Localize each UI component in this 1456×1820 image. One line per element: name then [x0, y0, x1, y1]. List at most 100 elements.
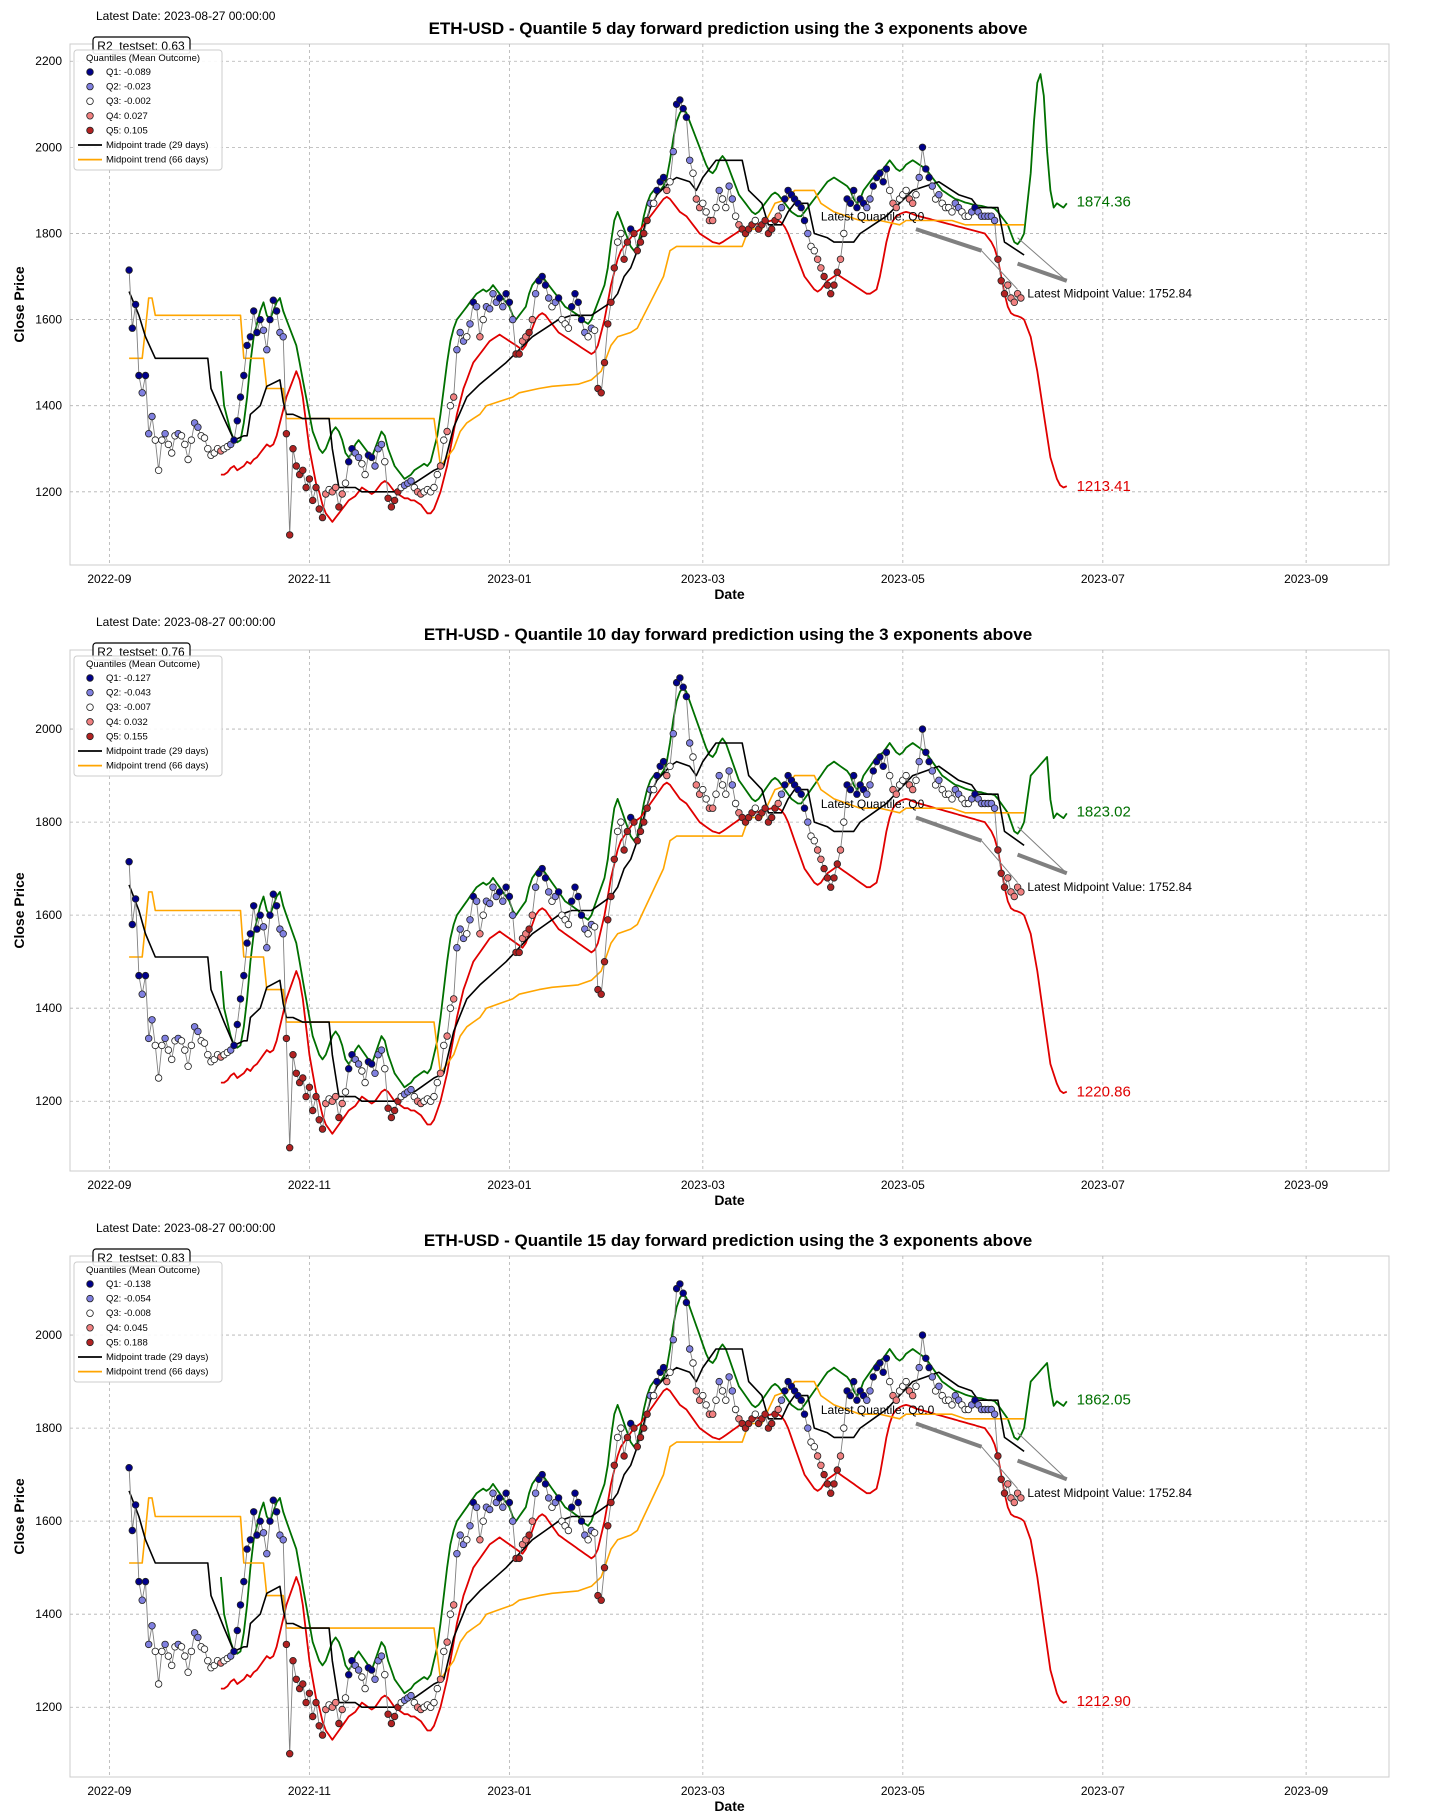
- price-point: [335, 503, 343, 511]
- price-point: [663, 1377, 671, 1386]
- price-point: [266, 911, 274, 919]
- price-point: [692, 781, 700, 789]
- price-point: [450, 1601, 458, 1609]
- price-point: [184, 455, 192, 464]
- price-point: [246, 930, 255, 938]
- y-tick-label: 2000: [35, 140, 62, 154]
- price-point: [525, 328, 533, 337]
- price-point: [607, 1498, 615, 1507]
- price-point: [407, 1691, 415, 1700]
- price-point: [282, 430, 291, 438]
- lower-forecast-line: [1023, 319, 1068, 489]
- price-point: [253, 925, 261, 933]
- price-point: [902, 1377, 910, 1386]
- price-point: [682, 692, 691, 701]
- price-point: [623, 238, 632, 246]
- price-point: [892, 1396, 900, 1404]
- price-point: [341, 1088, 350, 1096]
- price-point: [184, 1668, 192, 1676]
- plot-area: [69, 1255, 1390, 1778]
- price-point: [138, 1596, 146, 1604]
- price-point: [617, 229, 625, 238]
- price-point: [269, 1496, 277, 1504]
- legend-label: Q1: -0.089: [106, 67, 151, 78]
- price-point: [302, 1698, 310, 1707]
- price-point: [240, 971, 248, 980]
- price-point: [659, 1363, 668, 1372]
- price-point: [597, 389, 605, 397]
- x-axis-label: Date: [714, 1192, 745, 1208]
- price-point: [167, 1055, 176, 1064]
- price-point: [233, 417, 241, 425]
- price-point: [345, 458, 353, 466]
- price-point: [181, 440, 189, 449]
- price-point: [833, 268, 841, 276]
- price-point: [131, 300, 140, 309]
- price-point: [194, 1633, 202, 1642]
- price-point: [840, 818, 848, 826]
- price-point: [384, 1710, 392, 1718]
- x-tick-label: 2023-01: [487, 1784, 531, 1798]
- price-point: [823, 281, 832, 289]
- legend-label: Q2: -0.023: [106, 82, 151, 93]
- price-point: [633, 836, 641, 845]
- price-point: [666, 1368, 674, 1376]
- price-point: [659, 757, 668, 766]
- price-point: [997, 277, 1005, 285]
- legend-title: Quantiles (Mean Outcome): [86, 659, 200, 670]
- price-point: [368, 453, 376, 462]
- legend-marker-q2: [86, 1294, 94, 1303]
- price-point: [804, 1424, 812, 1432]
- regression-conn-line: [1017, 826, 1068, 874]
- lower-forecast-value-label: 1213.41: [1077, 478, 1131, 495]
- price-point: [158, 1647, 166, 1656]
- price-point: [531, 290, 540, 298]
- price-point: [568, 303, 576, 311]
- price-point: [909, 785, 917, 794]
- price-point: [617, 1424, 625, 1432]
- price-point: [879, 1368, 887, 1376]
- price-point: [456, 328, 464, 337]
- price-point: [692, 195, 700, 203]
- price-point: [354, 1666, 363, 1674]
- price-point: [909, 1391, 917, 1400]
- price-point: [633, 1442, 641, 1451]
- price-point: [718, 195, 727, 203]
- price-point: [728, 195, 736, 203]
- y-tick-label: 1200: [35, 485, 62, 499]
- price-point: [909, 199, 917, 207]
- price-point: [138, 389, 146, 397]
- price-point: [886, 771, 894, 780]
- price-point: [1000, 1489, 1009, 1497]
- price-point: [722, 790, 730, 798]
- price-point: [246, 333, 255, 341]
- plot-area: [69, 43, 1390, 566]
- price-point: [463, 1536, 471, 1544]
- price-point: [597, 990, 605, 998]
- legend-label: Midpoint trade (29 days): [106, 746, 208, 757]
- price-point: [338, 1099, 346, 1108]
- price-point: [623, 827, 632, 836]
- price-point: [1017, 888, 1025, 896]
- price-point: [823, 874, 832, 882]
- price-point: [620, 846, 628, 854]
- price-point: [187, 436, 196, 444]
- price-point: [948, 1401, 956, 1409]
- midpoint-trade-line: [128, 1348, 1025, 1709]
- legend-label: Q4: 0.027: [106, 111, 148, 122]
- price-point: [282, 1034, 291, 1043]
- y-tick-label: 2200: [35, 54, 62, 68]
- price-point: [263, 346, 271, 354]
- midpoint-trade-line: [128, 742, 1025, 1103]
- price-point: [768, 813, 776, 822]
- price-point: [538, 864, 546, 873]
- price-point: [761, 216, 769, 225]
- legend-label: Q1: -0.127: [106, 673, 151, 684]
- price-point: [817, 855, 825, 863]
- axes-frame: [69, 1255, 1390, 1778]
- price-point: [436, 1675, 445, 1683]
- price-point: [918, 143, 927, 151]
- price-point: [358, 460, 366, 468]
- price-point: [866, 1387, 874, 1395]
